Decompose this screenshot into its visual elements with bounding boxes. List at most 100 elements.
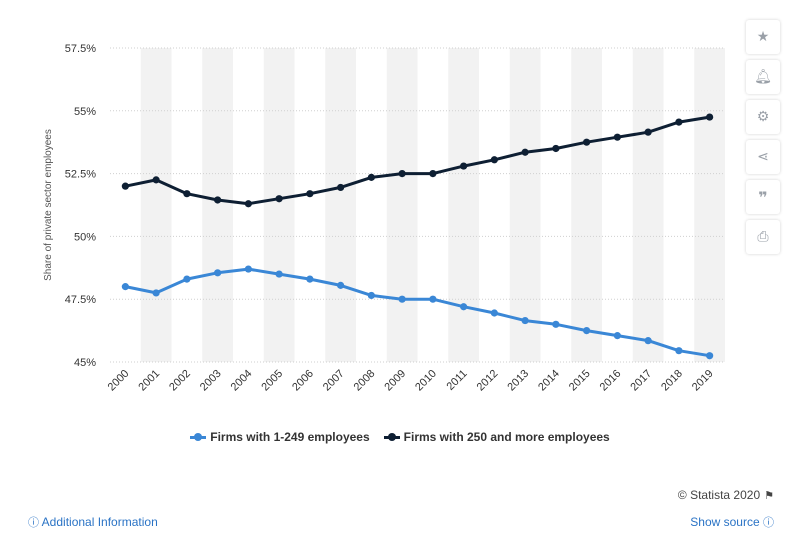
y-tick-label: 55% xyxy=(74,106,96,118)
data-point-1 xyxy=(429,170,437,178)
legend-label-large-firms: Firms with 250 and more employees xyxy=(403,430,610,444)
statista-credit[interactable]: © Statista 2020 ⚑ xyxy=(678,488,774,502)
show-source-link[interactable]: Show source ⓘ xyxy=(690,514,774,530)
plot-band xyxy=(202,48,233,362)
data-point-0 xyxy=(367,291,375,300)
quote-icon[interactable]: ❞ xyxy=(746,180,780,214)
legend: Firms with 1-249 employees Firms with 25… xyxy=(0,430,800,444)
bell-icon[interactable]: 🔔︎ xyxy=(746,60,780,94)
x-tick-label: 2014 xyxy=(536,368,562,394)
x-tick-label: 2017 xyxy=(628,368,654,394)
data-point-0 xyxy=(552,320,560,328)
data-point-0 xyxy=(706,352,714,360)
data-point-1 xyxy=(490,156,498,164)
legend-item-small-firms[interactable]: Firms with 1-249 employees xyxy=(190,430,370,444)
data-point-1 xyxy=(183,190,191,198)
credit-text: © Statista 2020 xyxy=(677,488,761,502)
data-point-1 xyxy=(675,118,683,126)
series-line-1 xyxy=(125,115,710,206)
data-point-1 xyxy=(306,190,314,198)
legend-swatch-large-firms xyxy=(383,432,400,441)
plot-band xyxy=(694,48,725,362)
y-tick-label: 52.5% xyxy=(65,169,96,181)
info-icon: ⓘ xyxy=(763,516,774,529)
data-point-0 xyxy=(183,275,191,283)
x-tick-label: 2011 xyxy=(445,368,470,393)
flag-icon: ⚑ xyxy=(764,488,774,502)
x-tick-label: 2000 xyxy=(106,368,132,394)
gear-icon[interactable]: ⚙ xyxy=(746,100,780,134)
data-point-0 xyxy=(583,327,591,335)
data-point-0 xyxy=(306,275,314,283)
data-point-0 xyxy=(244,265,252,273)
data-point-0 xyxy=(275,270,283,278)
x-tick-label: 2016 xyxy=(598,368,624,394)
data-point-1 xyxy=(275,195,283,203)
data-point-1 xyxy=(121,182,129,190)
data-point-1 xyxy=(552,144,560,153)
x-tick-label: 2009 xyxy=(382,368,408,394)
x-tick-label: 2001 xyxy=(136,368,162,394)
plot-band xyxy=(325,48,356,362)
series-line-0 xyxy=(125,267,710,358)
additional-information-link[interactable]: ⓘ Additional Information xyxy=(28,514,158,530)
x-tick-label: 2010 xyxy=(413,368,439,394)
plot-band xyxy=(509,48,541,362)
x-tick-label: 2004 xyxy=(229,368,255,394)
show-source-label: Show source xyxy=(690,515,760,529)
y-axis-label: Share of private sector employees xyxy=(43,129,54,281)
data-point-1 xyxy=(706,113,714,121)
x-tick-label: 2003 xyxy=(198,368,224,394)
data-point-1 xyxy=(583,138,591,146)
data-point-1 xyxy=(521,148,529,156)
data-point-1 xyxy=(337,183,345,192)
legend-item-large-firms[interactable]: Firms with 250 and more employees xyxy=(383,430,610,444)
toolbar: ★ 🔔︎ ⚙ ⋖ ❞ ⎙ xyxy=(746,20,780,254)
data-point-0 xyxy=(214,269,222,277)
data-point-0 xyxy=(121,283,129,291)
plot-band xyxy=(571,48,602,362)
data-point-0 xyxy=(490,309,498,317)
data-point-0 xyxy=(152,289,160,297)
data-point-0 xyxy=(398,295,406,303)
x-tick-label: 2005 xyxy=(259,368,285,394)
x-tick-label: 2013 xyxy=(505,368,531,394)
plot-band xyxy=(448,48,479,362)
data-point-0 xyxy=(644,337,652,345)
data-point-1 xyxy=(460,162,468,170)
x-tick-label: 2018 xyxy=(659,368,685,394)
x-tick-label: 2015 xyxy=(567,368,593,394)
info-icon: ⓘ xyxy=(28,516,39,529)
plot-band xyxy=(263,48,295,362)
data-point-0 xyxy=(675,347,683,355)
share-icon[interactable]: ⋖ xyxy=(746,140,780,174)
print-icon[interactable]: ⎙ xyxy=(746,220,780,254)
data-point-0 xyxy=(613,332,621,340)
x-tick-label: 2007 xyxy=(321,368,347,394)
y-tick-label: 45% xyxy=(74,357,96,369)
y-tick-label: 47.5% xyxy=(65,294,96,306)
data-point-0 xyxy=(521,316,529,325)
x-tick-label: 2006 xyxy=(290,368,316,394)
line-chart: 45% 47.5% 50% 52.5% 55% 57.5% 2000 2001 2002 2003… xyxy=(43,43,725,394)
data-point-1 xyxy=(613,133,621,141)
y-tick-label: 57.5% xyxy=(65,43,96,55)
data-point-1 xyxy=(214,196,222,204)
data-point-1 xyxy=(367,173,375,181)
x-tick-label: 2008 xyxy=(352,368,378,394)
data-point-0 xyxy=(429,295,437,303)
plot-band xyxy=(386,48,418,362)
x-tick-label: 2012 xyxy=(475,368,501,394)
plot-band xyxy=(140,48,172,362)
legend-swatch-small-firms xyxy=(190,432,207,441)
data-point-1 xyxy=(152,176,160,184)
plot-band xyxy=(632,48,664,362)
data-point-1 xyxy=(398,170,406,178)
star-icon[interactable]: ★ xyxy=(746,20,780,54)
data-point-1 xyxy=(644,128,652,136)
data-point-1 xyxy=(244,200,252,208)
y-tick-label: 50% xyxy=(74,231,96,243)
data-point-0 xyxy=(337,281,345,289)
legend-label-small-firms: Firms with 1-249 employees xyxy=(210,430,370,444)
